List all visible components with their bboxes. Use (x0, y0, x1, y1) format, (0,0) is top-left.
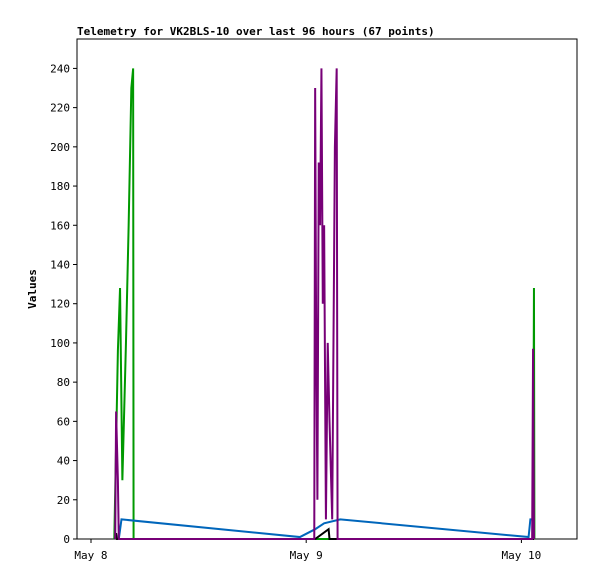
y-tick-label: 200 (50, 141, 70, 154)
y-tick-label: 20 (57, 494, 70, 507)
y-tick-label: 60 (57, 415, 70, 428)
x-tick-label: May 9 (290, 549, 323, 562)
y-tick-label: 220 (50, 102, 70, 115)
y-tick-label: 240 (50, 62, 70, 75)
y-tick-label: 160 (50, 219, 70, 232)
x-tick-label: May 10 (502, 549, 542, 562)
y-tick-label: 80 (57, 376, 70, 389)
y-tick-label: 100 (50, 337, 70, 350)
y-tick-label: 40 (57, 455, 70, 468)
y-tick-label: 180 (50, 180, 70, 193)
y-axis-label: Values (26, 269, 39, 309)
y-tick-label: 120 (50, 298, 70, 311)
series-line (117, 518, 534, 540)
y-tick-label: 140 (50, 258, 70, 271)
x-tick-label: May 8 (74, 549, 107, 562)
series-line (114, 68, 535, 540)
y-tick-label: 0 (63, 533, 70, 546)
chart-title: Telemetry for VK2BLS-10 over last 96 hou… (77, 25, 435, 38)
